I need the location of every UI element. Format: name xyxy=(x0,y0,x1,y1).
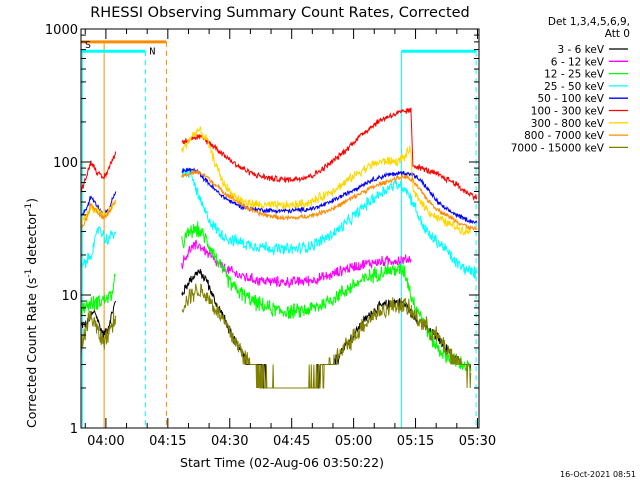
y-axis-label-tail-exp: -1 xyxy=(24,203,34,212)
flag-label-s: S xyxy=(85,40,91,51)
x-tick-label: 05:00 xyxy=(335,434,372,449)
series-8 xyxy=(81,283,472,389)
series-0 xyxy=(81,268,472,389)
y-tick-label: 1000 xyxy=(45,23,78,38)
series-5 xyxy=(81,107,478,201)
series-3 xyxy=(81,168,478,280)
series-layer xyxy=(81,107,478,389)
footer-timestamp: 16-Oct-2021 08:51 xyxy=(560,470,636,479)
series-line xyxy=(81,151,117,195)
legend-entry-label: 100 - 300 keV xyxy=(531,106,605,118)
x-tick-label: 04:30 xyxy=(211,434,248,449)
legend-entry-label: 50 - 100 keV xyxy=(537,93,604,105)
x-tick-label: 05:15 xyxy=(397,434,434,449)
series-line xyxy=(81,225,117,269)
legend-header-line: Att 0 xyxy=(605,28,630,40)
x-tick-label: 04:15 xyxy=(149,434,186,449)
y-axis-label-close: ) xyxy=(24,198,39,203)
plot-frame xyxy=(80,28,480,429)
legend-entry-label: 300 - 800 keV xyxy=(531,118,605,130)
series-line xyxy=(181,168,478,232)
legend-entry-label: 12 - 25 keV xyxy=(544,69,605,81)
instrument-flags: SN xyxy=(81,40,477,428)
y-axis-label-exp: -1 xyxy=(24,269,34,278)
series-line xyxy=(181,168,478,280)
series-7 xyxy=(81,168,478,232)
y-tick-label: 10 xyxy=(61,289,78,304)
y-axis-label-main: Corrected Count Rate (s xyxy=(24,278,39,428)
x-tick-label: 04:45 xyxy=(273,434,310,449)
series-line xyxy=(181,167,478,225)
series-line xyxy=(81,310,117,358)
x-axis-label: Start Time (02-Aug-06 03:50:22) xyxy=(180,455,384,470)
legend-entry-label: 6 - 12 keV xyxy=(551,56,605,68)
series-line xyxy=(181,107,478,201)
legend-entry-label: 3 - 6 keV xyxy=(557,44,604,56)
x-axis-ticks: 04:00 04:15 04:30 04:45 05:00 05:15 05:30 xyxy=(84,29,496,449)
series-line xyxy=(81,191,117,218)
series-4 xyxy=(81,167,478,225)
flag-label-n: N xyxy=(149,46,155,57)
x-tick-label: 05:30 xyxy=(459,434,496,449)
legend-header-line: Det 1,3,4,5,6,9, xyxy=(548,16,630,28)
y-axis-label-tail: detector xyxy=(24,211,39,269)
legend-entry-label: 25 - 50 keV xyxy=(544,81,605,93)
legend-entry-label: 800 - 7000 keV xyxy=(524,130,605,142)
series-line xyxy=(181,221,472,372)
series-line xyxy=(181,126,472,236)
series-line xyxy=(81,273,117,316)
y-tick-label: 1 xyxy=(70,422,78,437)
x-tick-label: 04:00 xyxy=(87,434,124,449)
y-axis-label: Corrected Count Rate (s-1 detector-1) xyxy=(24,198,39,428)
y-tick-label: 100 xyxy=(53,156,78,171)
series-line xyxy=(81,199,117,229)
chart-title: RHESSI Observing Summary Count Rates, Co… xyxy=(90,5,470,21)
series-line xyxy=(181,283,472,389)
legend-entry-label: 7000 - 15000 keV xyxy=(511,142,605,154)
